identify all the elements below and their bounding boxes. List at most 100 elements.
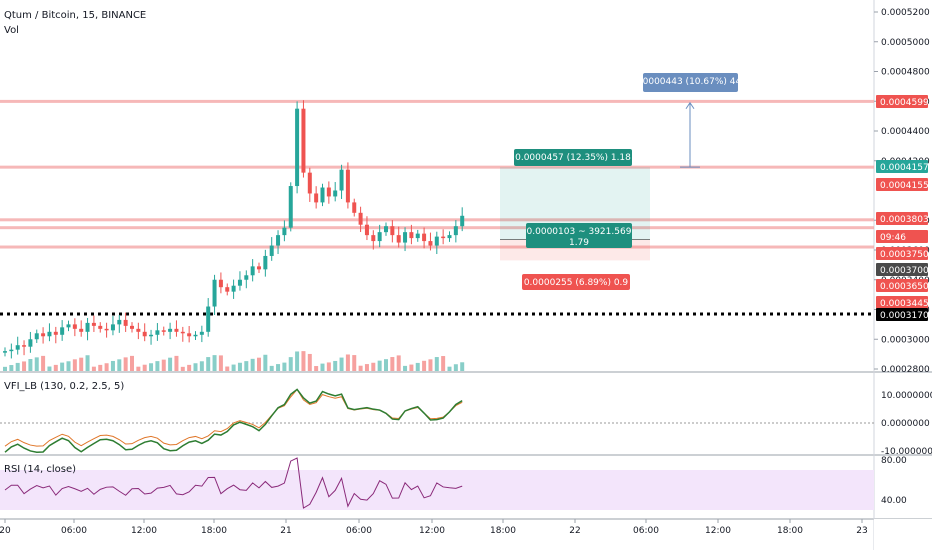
price-tick-label: 0.0005200 [881, 8, 930, 18]
candle-body [110, 324, 115, 331]
volume-bar [244, 361, 249, 371]
volume-bar [85, 355, 90, 371]
candle-body [269, 245, 274, 256]
volume-bar [396, 355, 401, 371]
vfi-tick-label: -10.0000000 [881, 447, 932, 457]
candle-body [136, 328, 141, 332]
time-label: 18:00 [201, 526, 227, 536]
candle-body [3, 351, 7, 353]
risk-reward-label-box [526, 223, 632, 248]
candle-body [85, 322, 90, 332]
candle-body [288, 186, 293, 228]
vfi-label[interactable]: VFI_LB (130, 0.2, 2.5, 5) [4, 381, 125, 392]
candle-body [187, 333, 192, 337]
candle-body [180, 331, 185, 334]
price-badge [876, 160, 928, 173]
vfi-signal-line [4, 388, 463, 447]
volume-bar [123, 357, 128, 371]
volume-bar [22, 361, 27, 371]
volume-bar [53, 364, 58, 371]
time-label: 21 [280, 526, 291, 536]
candle-body [415, 233, 420, 239]
price-badge-label: 0.0003700 [880, 266, 929, 276]
time-label: 18:00 [490, 526, 516, 536]
price-badge [876, 308, 928, 321]
volume-bar [110, 360, 115, 371]
price-tick-label: 0.0003000 [881, 335, 930, 345]
candle-body [28, 339, 33, 347]
time-label: 18:00 [777, 526, 803, 536]
candle-body [155, 330, 160, 335]
vfi-tick-label: 0.0000000 [881, 419, 930, 429]
volume-bar [117, 359, 122, 371]
candle-body [212, 279, 217, 307]
time-label: 06:00 [346, 526, 372, 536]
candle-body [339, 169, 344, 191]
price-tick-label: 0.0005000 [881, 38, 930, 48]
candle-body [117, 319, 122, 325]
volume-bar [453, 364, 458, 371]
volume-bar [218, 355, 223, 371]
volume-bar [276, 364, 281, 371]
candle-body [295, 108, 300, 187]
volume-bar [98, 364, 103, 371]
volume-bar [104, 363, 109, 371]
volume-bar [66, 361, 71, 371]
candle-body [326, 187, 331, 197]
volume-label[interactable]: Vol [4, 25, 19, 36]
volume-bar [130, 355, 134, 371]
volume-bar [161, 359, 166, 371]
volume-bar [149, 363, 154, 371]
volume-bar [79, 357, 84, 371]
volume-bar [15, 362, 20, 371]
candle-body [199, 331, 204, 335]
volume-bar [282, 362, 287, 371]
volume-bar [225, 366, 230, 371]
candle-body [453, 226, 458, 236]
candle-body [231, 285, 236, 292]
axis-corner [874, 519, 932, 550]
price-tick-label: 0.0004800 [881, 68, 930, 78]
resistance-line [0, 165, 874, 169]
rsi-label[interactable]: RSI (14, close) [4, 464, 77, 475]
volume-bar [257, 357, 261, 371]
volume-bar [237, 362, 242, 371]
volume-bar [199, 361, 204, 371]
measure-label: 0.0000443 (10.67%) 443 [634, 77, 747, 87]
candle-body [142, 331, 147, 337]
volume-bar [269, 365, 274, 371]
candle-body [123, 319, 128, 326]
volume-bar [403, 365, 408, 371]
volume-bar [263, 354, 268, 371]
time-label: 23 [856, 526, 867, 536]
candle-body [377, 232, 382, 242]
symbol-title[interactable]: Qtum / Bitcoin, 15, BINANCE [4, 10, 147, 21]
candle-body [434, 236, 439, 246]
price-tick-label: 0.0002800 [881, 365, 930, 375]
candle-body [282, 227, 287, 236]
resistance-line [0, 226, 874, 230]
candle-body [358, 212, 363, 225]
time-label: 06:00 [61, 526, 87, 536]
price-badge [876, 279, 928, 292]
candle-body [22, 345, 27, 347]
measure-label-box [643, 73, 738, 92]
stop-label: 0.0000255 (6.89%) 0.9 [524, 278, 629, 288]
volume-bar [371, 362, 376, 371]
resistance-line [0, 218, 874, 222]
volume-bar [9, 365, 14, 371]
candle-body [307, 172, 312, 194]
volume-bars [3, 351, 465, 371]
candle-body [237, 279, 242, 286]
price-badge [876, 95, 928, 108]
candle-body [320, 187, 325, 203]
price-badge [876, 212, 928, 225]
candle-body [384, 226, 388, 233]
price-badge [876, 230, 928, 243]
candle-body [333, 190, 338, 197]
volume-bar [320, 363, 325, 371]
candle-body [371, 235, 376, 242]
volume-bar [212, 355, 217, 371]
